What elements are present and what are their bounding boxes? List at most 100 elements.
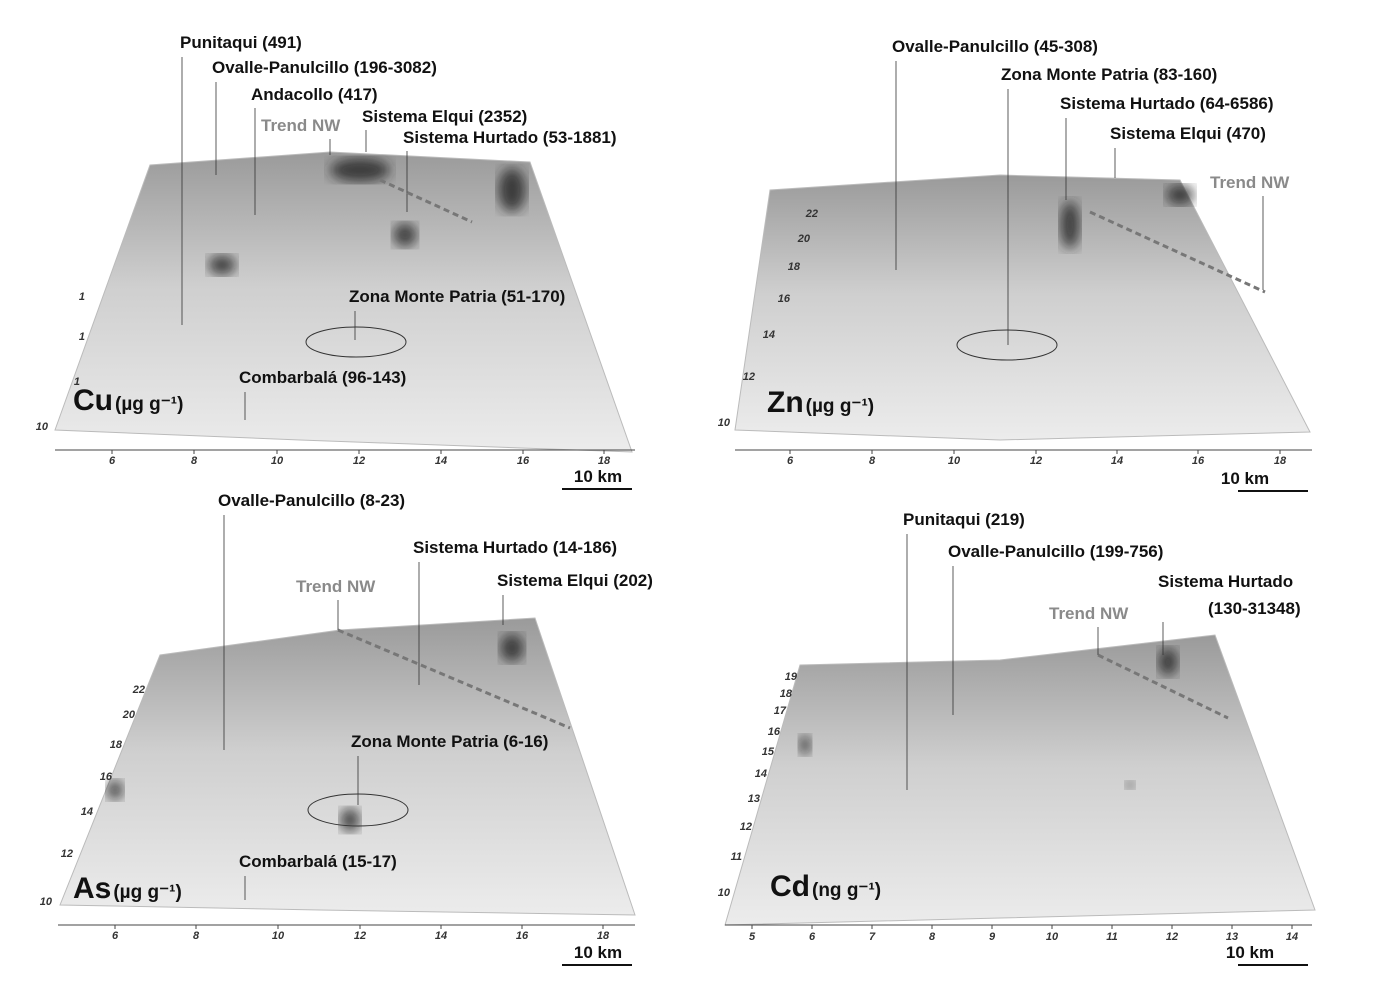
y-tick-label: 12 bbox=[61, 848, 73, 860]
annotation: Punitaqui (219) bbox=[903, 510, 1025, 529]
x-tick-label: 6 bbox=[809, 931, 816, 943]
trend-label: Trend NW bbox=[1049, 604, 1129, 623]
peak bbox=[1125, 781, 1135, 789]
y-tick-label: 15 bbox=[762, 746, 775, 758]
x-tick-label: 16 bbox=[516, 930, 529, 942]
scale-label: 10 km bbox=[574, 467, 622, 486]
annotation: Combarbalá (15-17) bbox=[239, 852, 397, 871]
unit: (ng g⁻¹) bbox=[812, 880, 881, 901]
y-tick-label: 12 bbox=[743, 371, 755, 383]
y-tick-label: 16 bbox=[768, 726, 781, 738]
x-tick-label: 14 bbox=[1286, 931, 1298, 943]
annotation: Sistema Elqui (470) bbox=[1110, 124, 1266, 143]
x-tick-label: 18 bbox=[597, 930, 610, 942]
y-tick-label: 22 bbox=[805, 208, 818, 220]
y-tick-label: 14 bbox=[763, 329, 775, 341]
x-tick-label: 14 bbox=[435, 930, 447, 942]
annotation: Andacollo (417) bbox=[251, 85, 378, 104]
x-tick-label: 10 bbox=[1046, 931, 1059, 943]
scale-label: 10 km bbox=[574, 943, 622, 962]
y-tick-label: 10 bbox=[718, 417, 731, 429]
peak bbox=[107, 780, 123, 800]
element: Zn bbox=[767, 386, 804, 419]
y-tick-label: 14 bbox=[755, 768, 767, 780]
x-tick-label: 8 bbox=[193, 930, 200, 942]
y-tick-label: 17 bbox=[774, 705, 787, 717]
y-tick-label: 16 bbox=[778, 293, 791, 305]
x-tick-label: 11 bbox=[1106, 931, 1117, 943]
panel: 6 8 10 12 14 16 18 22 20 18 16 14 12 10 Ovalle-Panulci… bbox=[40, 491, 653, 965]
x-tick-label: 8 bbox=[929, 931, 936, 943]
x-tick-label: 14 bbox=[435, 455, 447, 467]
peak bbox=[1060, 201, 1080, 249]
peak bbox=[500, 634, 524, 662]
y-tick-label: 1 bbox=[79, 331, 85, 343]
y-tick-label: 10 bbox=[36, 421, 49, 433]
x-tick-label: 6 bbox=[787, 455, 794, 467]
y-tick-label: 19 bbox=[785, 671, 798, 683]
x-tick-label: 18 bbox=[598, 455, 611, 467]
y-tick-label: 20 bbox=[797, 233, 811, 245]
x-tick-label: 6 bbox=[112, 930, 119, 942]
unit: (µg g⁻¹) bbox=[113, 882, 181, 903]
annotation: Sistema Elqui (202) bbox=[497, 571, 653, 590]
x-tick-label: 7 bbox=[869, 931, 876, 943]
figure: 68101214161811110Punitaqui (491)Ovalle-P… bbox=[0, 0, 1381, 984]
x-tick-label: 6 bbox=[109, 455, 116, 467]
y-tick-label: 18 bbox=[788, 261, 801, 273]
annotation: Sistema Hurtado (53-1881) bbox=[403, 128, 617, 147]
x-tick-label: 10 bbox=[948, 455, 961, 467]
y-tick-label: 1 bbox=[79, 291, 85, 303]
annotation: Zona Monte Patria (51-170) bbox=[349, 287, 565, 306]
annotation: Punitaqui (491) bbox=[180, 33, 302, 52]
trend-label: Trend NW bbox=[296, 577, 376, 596]
annotation: Combarbalá (96-143) bbox=[239, 368, 406, 387]
annotation: Sistema Hurtado (64-6586) bbox=[1060, 94, 1274, 113]
y-tick-label: 10 bbox=[40, 896, 53, 908]
y-tick-label: 20 bbox=[122, 709, 136, 721]
annotation: Ovalle-Panulcillo (8-23) bbox=[218, 491, 405, 510]
x-tick-label: 13 bbox=[1226, 931, 1238, 943]
annotation: Sistema Hurtado bbox=[1158, 572, 1293, 591]
x-tick-label: 18 bbox=[1274, 455, 1287, 467]
x-tick-label: 5 bbox=[749, 931, 756, 943]
x-tick-label: 8 bbox=[191, 455, 198, 467]
annotation: Ovalle-Panulcillo (196-3082) bbox=[212, 58, 437, 77]
x-tick-label: 10 bbox=[272, 930, 285, 942]
unit: (µg g⁻¹) bbox=[806, 396, 874, 417]
annotation: Ovalle-Panulcillo (45-308) bbox=[892, 37, 1098, 56]
peak bbox=[330, 158, 390, 182]
annotation: Zona Monte Patria (83-160) bbox=[1001, 65, 1217, 84]
y-tick-label: 16 bbox=[100, 771, 113, 783]
x-tick-label: 16 bbox=[1192, 455, 1205, 467]
annotation: Sistema Hurtado (14-186) bbox=[413, 538, 617, 557]
y-tick-label: 22 bbox=[132, 684, 145, 696]
element: Cu bbox=[73, 384, 113, 417]
x-tick-label: 16 bbox=[517, 455, 530, 467]
y-tick-label: 18 bbox=[780, 688, 793, 700]
y-tick-label: 14 bbox=[81, 806, 93, 818]
y-tick-label: 18 bbox=[110, 739, 123, 751]
annotation: Sistema Elqui (2352) bbox=[362, 107, 527, 126]
element: Cd bbox=[770, 870, 810, 903]
peak bbox=[799, 735, 811, 755]
peak bbox=[340, 808, 360, 832]
x-tick-label: 9 bbox=[989, 931, 996, 943]
peak bbox=[1166, 185, 1194, 205]
peak bbox=[498, 168, 526, 212]
y-tick-label: 10 bbox=[718, 887, 731, 899]
annotation: (130-31348) bbox=[1208, 599, 1301, 618]
x-tick-label: 14 bbox=[1111, 455, 1123, 467]
y-tick-label: 12 bbox=[740, 821, 752, 833]
x-tick-label: 12 bbox=[354, 930, 366, 942]
scale-label: 10 km bbox=[1226, 943, 1274, 962]
x-tick-label: 12 bbox=[1166, 931, 1178, 943]
trend-label: Trend NW bbox=[1210, 173, 1290, 192]
annotation: Zona Monte Patria (6-16) bbox=[351, 732, 548, 751]
x-tick-label: 10 bbox=[271, 455, 284, 467]
element: As bbox=[73, 872, 111, 905]
x-tick-label: 12 bbox=[1030, 455, 1042, 467]
